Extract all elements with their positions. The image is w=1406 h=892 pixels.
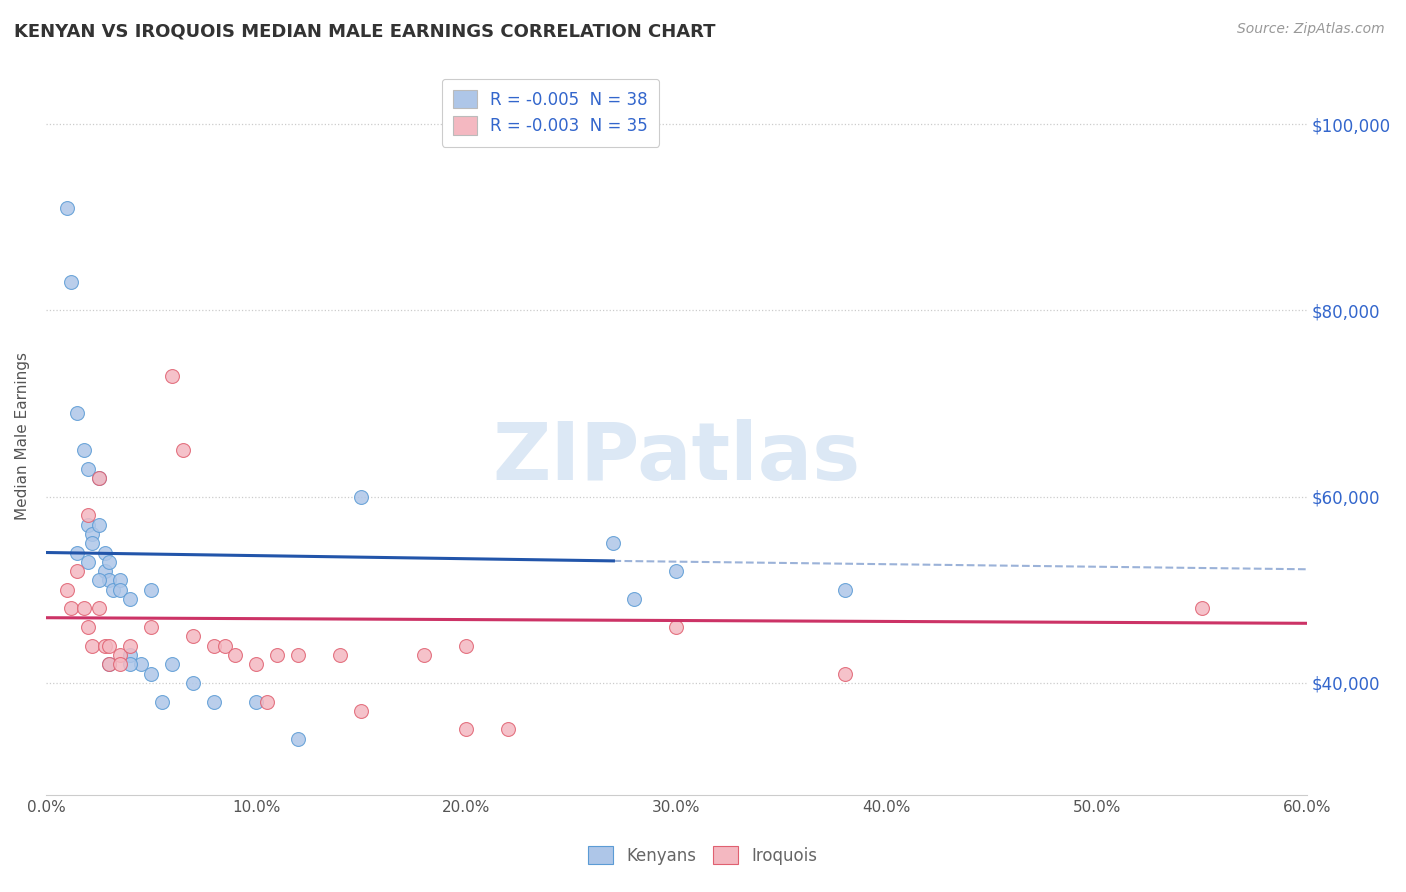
Point [98,639,121,653]
Point [82,536,104,550]
Point [77,508,100,523]
Point [498,723,520,737]
Point [834,666,856,681]
Point [456,639,478,653]
Point [202,639,225,653]
Point [129,657,152,672]
Point [66,545,89,559]
Point [287,731,309,746]
Point [266,648,288,662]
Point [160,657,183,672]
Point [60,601,83,615]
Point [834,582,856,597]
Point [82,527,104,541]
Point [87,471,110,485]
Point [202,694,225,708]
Point [139,582,162,597]
Point [665,564,688,578]
Point [1191,601,1213,615]
Text: ZIPatlas: ZIPatlas [492,418,860,497]
Point [118,592,141,607]
Point [94,564,117,578]
Point [118,648,141,662]
Point [224,648,246,662]
Point [181,676,204,690]
Text: Source: ZipAtlas.com: Source: ZipAtlas.com [1237,22,1385,37]
Point [60,276,83,290]
Point [181,629,204,643]
Point [94,545,117,559]
Point [98,574,121,588]
Point [150,694,173,708]
Point [329,648,352,662]
Point [77,461,100,475]
Point [287,648,309,662]
Point [77,620,100,634]
Legend: R = -0.005  N = 38, R = -0.003  N = 35: R = -0.005 N = 38, R = -0.003 N = 35 [441,78,659,147]
Point [118,657,141,672]
Point [103,582,125,597]
Point [108,574,131,588]
Point [87,471,110,485]
Point [73,601,96,615]
Point [98,657,121,672]
Point [82,639,104,653]
Point [108,648,131,662]
Point [87,517,110,532]
Point [87,601,110,615]
Point [413,648,436,662]
Point [623,592,645,607]
Point [118,639,141,653]
Point [56,201,79,215]
Legend: Kenyans, Iroquois: Kenyans, Iroquois [581,838,825,873]
Point [214,639,236,653]
Point [139,666,162,681]
Point [256,694,278,708]
Point [245,694,267,708]
Point [66,564,89,578]
Point [56,582,79,597]
Point [245,657,267,672]
Point [665,620,688,634]
Point [160,368,183,383]
Point [66,406,89,420]
Point [77,517,100,532]
Point [108,582,131,597]
Point [602,536,624,550]
Point [77,555,100,569]
Y-axis label: Median Male Earnings: Median Male Earnings [15,352,30,520]
Point [139,620,162,634]
Point [456,723,478,737]
Point [350,704,373,718]
Point [73,443,96,458]
Point [87,574,110,588]
Text: KENYAN VS IROQUOIS MEDIAN MALE EARNINGS CORRELATION CHART: KENYAN VS IROQUOIS MEDIAN MALE EARNINGS … [14,22,716,40]
Point [98,555,121,569]
Point [98,657,121,672]
Point [172,443,194,458]
Point [94,639,117,653]
Point [350,490,373,504]
Point [108,657,131,672]
